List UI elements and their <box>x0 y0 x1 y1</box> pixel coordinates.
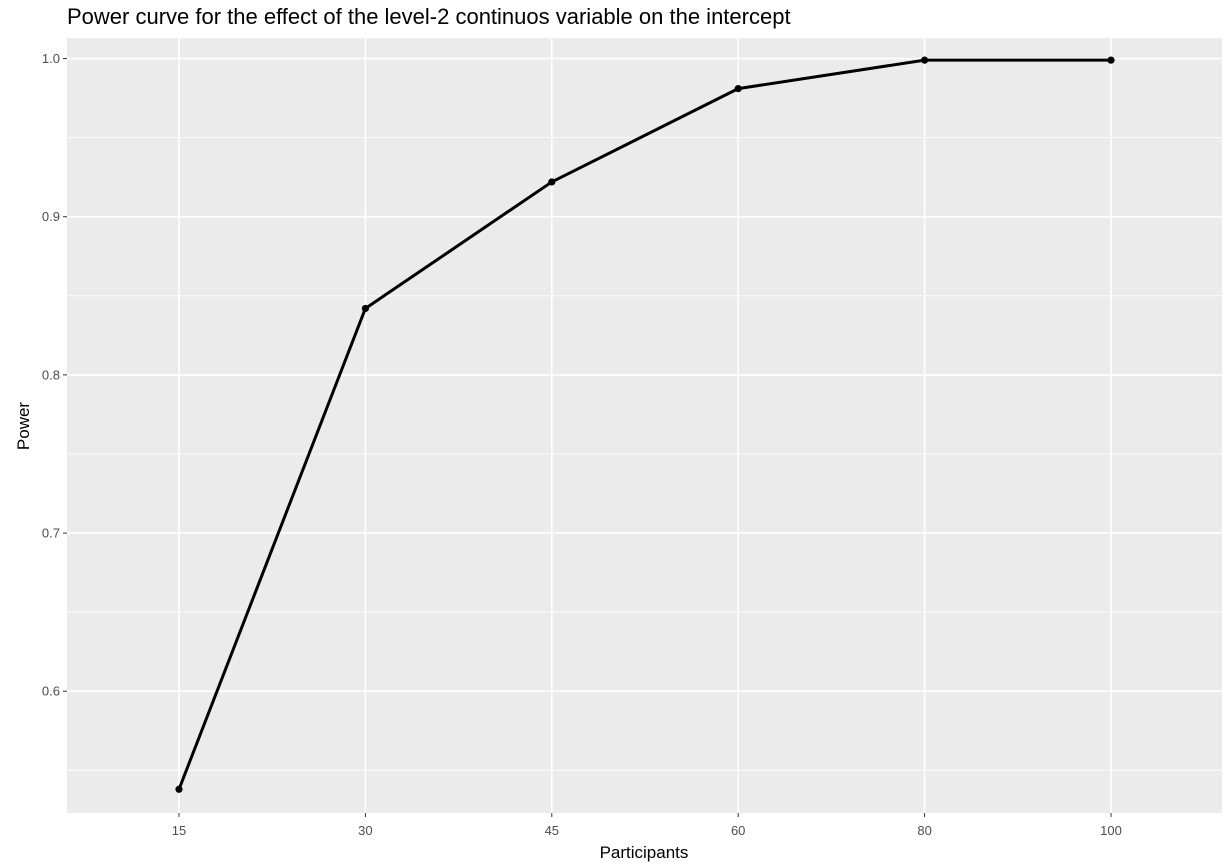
x-tick-label: 100 <box>1100 823 1122 838</box>
minor-gridlines <box>67 137 1222 771</box>
axis-ticks <box>63 58 1112 817</box>
y-axis-title: Power <box>14 402 33 451</box>
data-point <box>361 304 369 313</box>
x-tick-label: 15 <box>172 823 186 838</box>
data-point <box>1107 56 1115 64</box>
series-line <box>177 58 1111 790</box>
y-tick-label: 1.0 <box>42 51 60 66</box>
x-axis-title: Participants <box>600 843 689 862</box>
x-tick-label: 45 <box>545 823 559 838</box>
y-tick-label: 0.6 <box>42 684 60 699</box>
x-tick-label: 80 <box>917 823 931 838</box>
x-axis-tick-labels: 15 30 45 60 80 100 <box>172 823 1122 838</box>
y-tick-label: 0.7 <box>42 526 60 541</box>
x-tick-label: 60 <box>731 823 745 838</box>
data-point <box>175 785 183 793</box>
x-tick-label: 30 <box>358 823 372 838</box>
y-axis-tick-labels: 0.6 0.7 0.8 0.9 1.0 <box>42 51 60 699</box>
data-point <box>734 85 742 93</box>
y-tick-label: 0.8 <box>42 367 60 382</box>
data-point <box>921 56 929 64</box>
major-gridlines <box>67 38 1222 813</box>
data-point <box>548 178 556 186</box>
series-group <box>175 56 1115 793</box>
y-tick-label: 0.9 <box>42 209 60 224</box>
chart-title: Power curve for the effect of the level-… <box>67 4 791 29</box>
plot-panel <box>67 38 1222 813</box>
